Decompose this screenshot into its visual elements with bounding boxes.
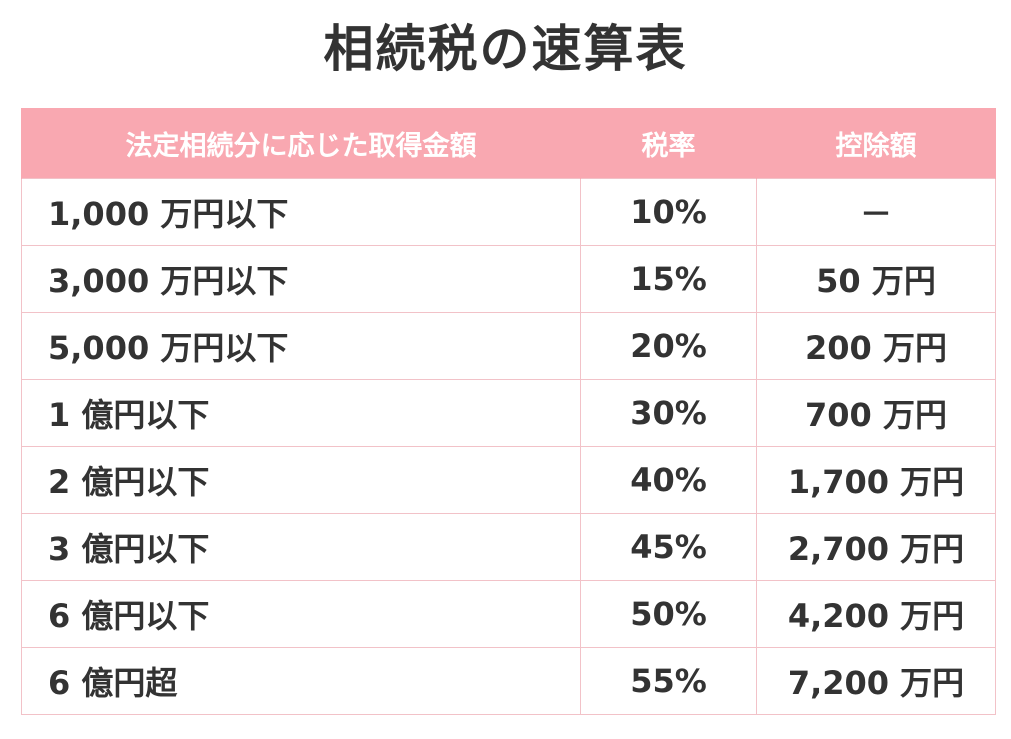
amount-cell: 1 億円以下 <box>21 379 581 447</box>
deduction-cell: 7,200 万円 <box>756 647 996 715</box>
rate-cell: 15% <box>580 245 757 313</box>
deduction-cell: 700 万円 <box>756 379 996 447</box>
table-row: 2 億円以下 40% 1,700 万円 <box>21 446 996 514</box>
table-row: 3 億円以下 45% 2,700 万円 <box>21 513 996 581</box>
amount-cell: 6 億円超 <box>21 647 581 715</box>
column-header-deduction: 控除額 <box>756 108 996 179</box>
amount-cell: 3 億円以下 <box>21 513 581 581</box>
rate-cell: 50% <box>580 580 757 648</box>
rate-cell: 30% <box>580 379 757 447</box>
deduction-cell: 50 万円 <box>756 245 996 313</box>
amount-cell: 1,000 万円以下 <box>21 178 581 246</box>
table-header-row: 法定相続分に応じた取得金額 税率 控除額 <box>21 108 996 179</box>
deduction-cell: 4,200 万円 <box>756 580 996 648</box>
amount-cell: 6 億円以下 <box>21 580 581 648</box>
rate-cell: 20% <box>580 312 757 380</box>
rate-cell: 55% <box>580 647 757 715</box>
page-title: 相続税の速算表 <box>323 20 688 78</box>
table-row: 6 億円以下 50% 4,200 万円 <box>21 580 996 648</box>
table-row: 3,000 万円以下 15% 50 万円 <box>21 245 996 313</box>
table-row: 6 億円超 55% 7,200 万円 <box>21 647 996 715</box>
amount-cell: 5,000 万円以下 <box>21 312 581 380</box>
table-row: 1,000 万円以下 10% － <box>21 178 996 246</box>
rate-cell: 45% <box>580 513 757 581</box>
column-header-amount: 法定相続分に応じた取得金額 <box>21 108 581 179</box>
rate-cell: 40% <box>580 446 757 514</box>
table-row: 5,000 万円以下 20% 200 万円 <box>21 312 996 380</box>
tax-rate-table: 法定相続分に応じた取得金額 税率 控除額 1,000 万円以下 10% － 3,… <box>21 108 996 715</box>
deduction-cell: 200 万円 <box>756 312 996 380</box>
deduction-cell: － <box>756 178 996 246</box>
column-header-rate: 税率 <box>580 108 757 179</box>
amount-cell: 3,000 万円以下 <box>21 245 581 313</box>
deduction-cell: 1,700 万円 <box>756 446 996 514</box>
table-row: 1 億円以下 30% 700 万円 <box>21 379 996 447</box>
amount-cell: 2 億円以下 <box>21 446 581 514</box>
deduction-cell: 2,700 万円 <box>756 513 996 581</box>
rate-cell: 10% <box>580 178 757 246</box>
